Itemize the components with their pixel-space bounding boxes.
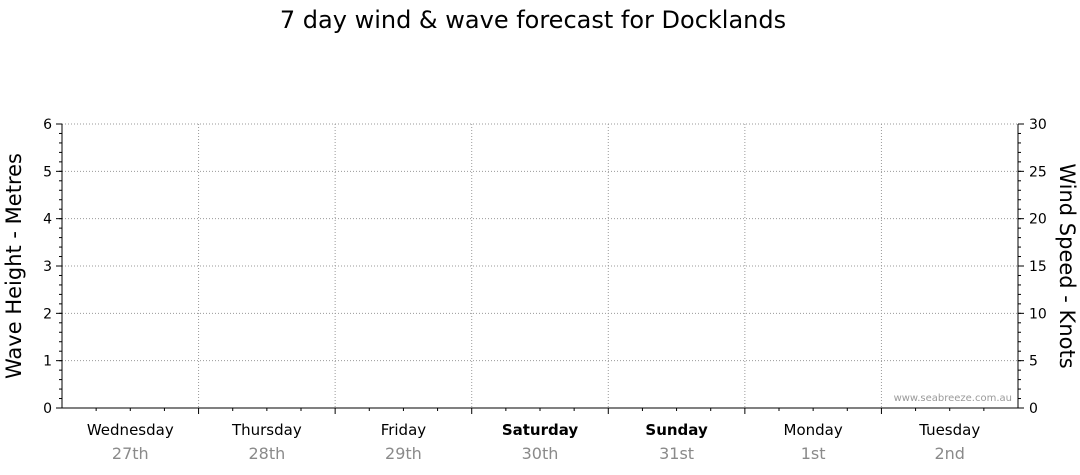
right-tick-label: 25 (1029, 164, 1047, 180)
left-tick-label: 6 (43, 117, 52, 133)
right-axis-ticks: 0 5 10 15 20 25 30 (1018, 117, 1047, 417)
axes (61, 124, 1019, 414)
right-tick-label: 30 (1029, 117, 1047, 133)
left-axis-title: Wave Height - Metres (2, 153, 26, 379)
day-date-label: 31st (659, 444, 694, 463)
left-tick-label: 4 (43, 212, 52, 228)
x-axis-day-labels: Wednesday 27th Thursday 28th Friday 29th Satur… (87, 421, 980, 463)
right-tick-label: 20 (1029, 212, 1047, 228)
day-date-label: 28th (248, 444, 285, 463)
grid-lines (62, 123, 1018, 408)
right-tick-label: 15 (1029, 259, 1047, 275)
day-name-label: Thursday (231, 421, 302, 439)
right-tick-label: 0 (1029, 401, 1038, 417)
day-name-label: Sunday (645, 421, 708, 439)
left-tick-label: 0 (43, 401, 52, 417)
day-name-label: Tuesday (918, 421, 980, 439)
left-tick-label: 3 (43, 259, 52, 275)
day-name-label: Saturday (502, 421, 579, 439)
left-tick-label: 5 (43, 164, 52, 180)
left-axis-ticks: 0 1 2 3 4 5 6 (43, 117, 62, 417)
day-date-label: 29th (385, 444, 422, 463)
right-tick-label: 10 (1029, 306, 1047, 322)
day-name-label: Monday (784, 421, 843, 439)
right-axis-title: Wind Speed - Knots (1055, 163, 1079, 368)
watermark-text: www.seabreeze.com.au (894, 393, 1012, 404)
day-date-label: 27th (112, 444, 149, 463)
right-tick-label: 5 (1029, 354, 1038, 370)
day-date-label: 2nd (934, 444, 964, 463)
day-date-label: 1st (801, 444, 826, 463)
chart-title: 7 day wind & wave forecast for Docklands (280, 6, 786, 34)
day-name-label: Friday (381, 421, 427, 439)
left-tick-label: 2 (43, 306, 52, 322)
left-tick-label: 1 (43, 354, 52, 370)
day-date-label: 30th (522, 444, 559, 463)
day-name-label: Wednesday (87, 421, 174, 439)
